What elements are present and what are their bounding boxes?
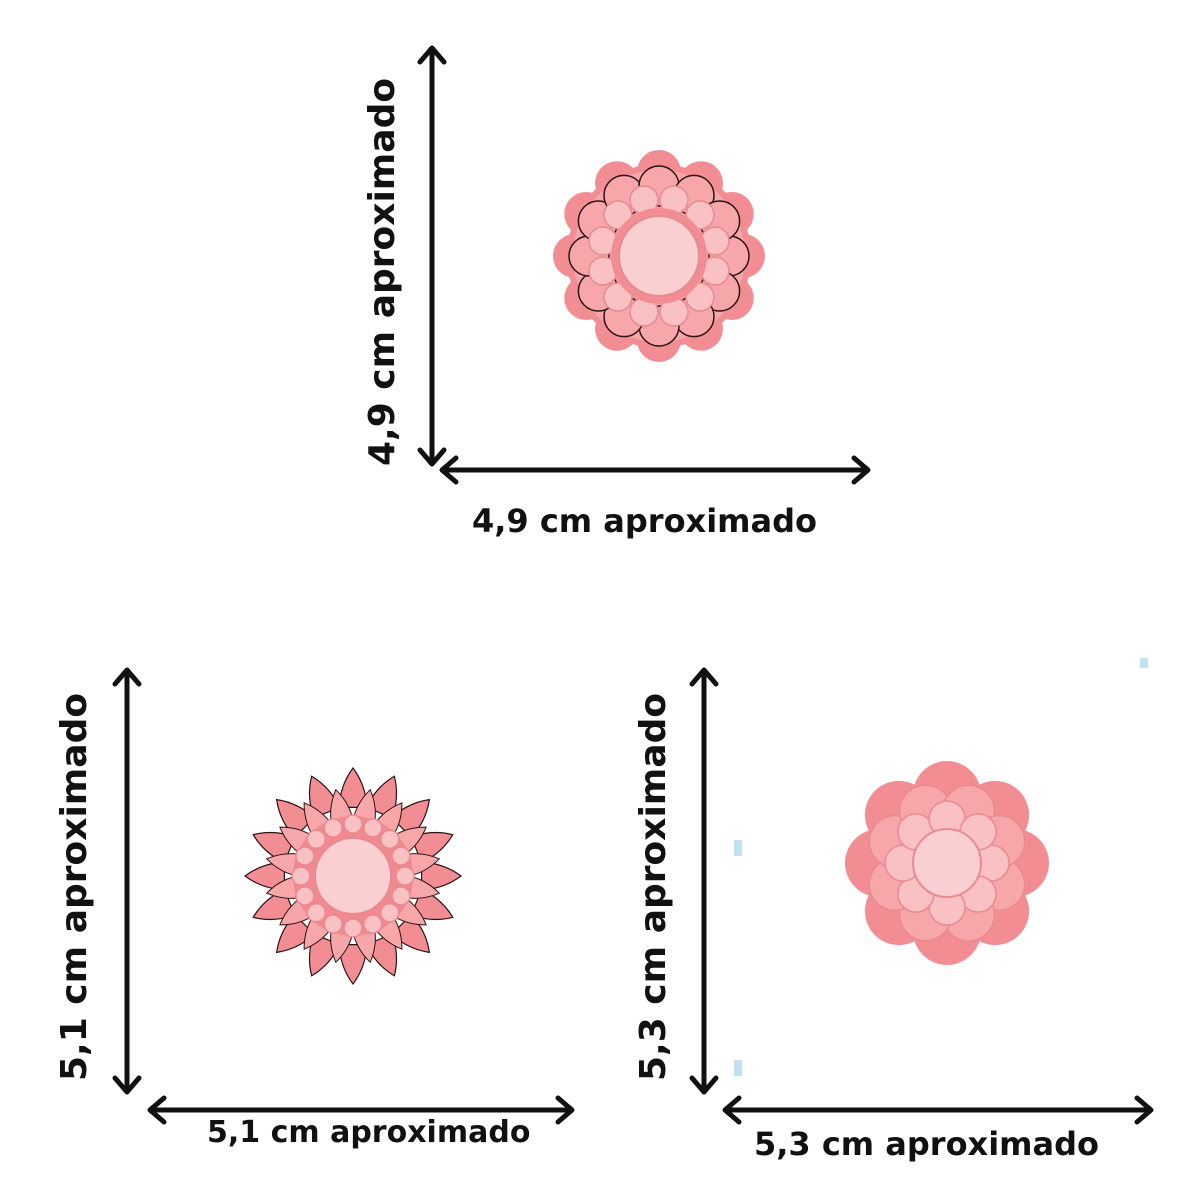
center-disc xyxy=(618,215,700,297)
edge-mark xyxy=(734,1060,742,1076)
edge-mark xyxy=(1140,658,1148,668)
cutter-panel-2: 5,1 cm aproximado 5,1 cm aproximado xyxy=(0,600,600,1200)
flower-cutter-layered-scalloped xyxy=(845,761,1049,965)
width-label-1: 4,9 cm aproximado xyxy=(472,502,817,540)
flower-cutter-round-scalloped xyxy=(553,150,765,362)
width-label-2: 5,1 cm aproximado xyxy=(207,1115,531,1150)
height-label-3: 5,3 cm aproximado xyxy=(633,692,674,1081)
height-label-1: 4,9 cm aproximado xyxy=(362,77,403,466)
dimension-arrows-3 xyxy=(689,667,1154,1125)
cutter-panel-1: 4,9 cm aproximado 4,9 cm aproximado xyxy=(362,45,871,540)
center-disc xyxy=(912,828,982,898)
dimension-arrows-2 xyxy=(112,667,575,1125)
center-disc xyxy=(314,837,392,915)
cutter-panel-3: 5,3 cm aproximado 5,3 cm aproximado xyxy=(600,600,1200,1200)
edge-mark xyxy=(734,840,742,856)
flower-cutter-pointed-petal xyxy=(243,766,463,986)
height-label-2: 5,1 cm aproximado xyxy=(54,692,95,1081)
width-label-3: 5,3 cm aproximado xyxy=(754,1125,1099,1163)
dimension-arrows-1 xyxy=(417,45,871,485)
